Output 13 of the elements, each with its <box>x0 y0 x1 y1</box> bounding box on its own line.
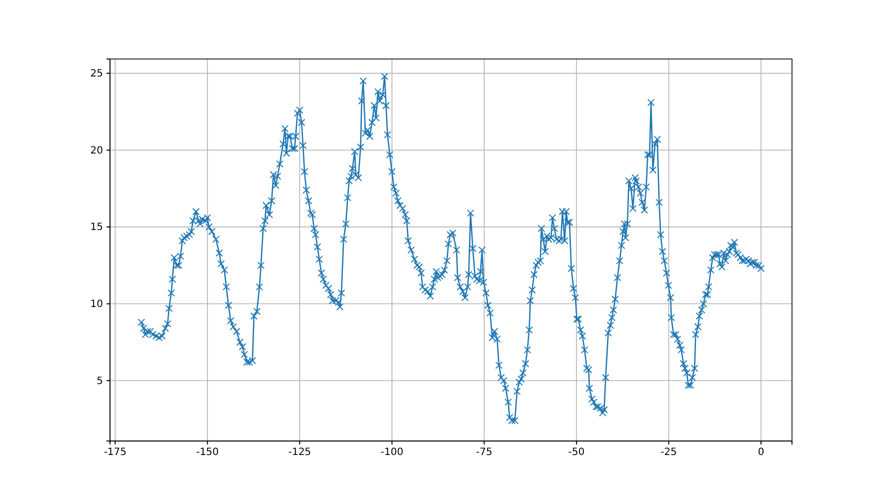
x-tick-label: -100 <box>380 447 404 458</box>
y-tick-label: 25 <box>90 68 103 80</box>
x-tick-label: -150 <box>196 447 219 458</box>
x-tick-label: -25 <box>660 447 677 458</box>
x-tick-label: -175 <box>104 447 127 458</box>
y-tick-label: 10 <box>90 298 103 310</box>
y-tick-label: 15 <box>90 222 103 234</box>
x-tick-label: -125 <box>288 447 312 458</box>
y-tick-label: 20 <box>90 145 103 156</box>
x-tick-label: 0 <box>758 447 764 458</box>
x-tick-label: -50 <box>568 447 585 458</box>
x-tick-label: -75 <box>476 447 492 458</box>
y-tick-label: 5 <box>96 376 103 387</box>
